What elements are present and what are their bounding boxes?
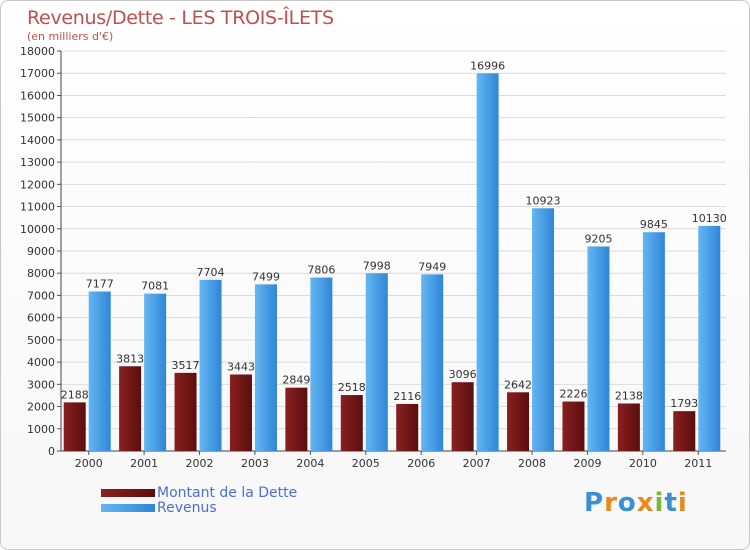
data-label-revenus: 10130 [692,212,727,225]
x-tick-label: 2004 [296,457,324,470]
data-label-dette: 3443 [227,360,255,373]
data-label-dette: 3813 [116,352,144,365]
y-tick-label: 4000 [27,356,55,369]
data-label-dette: 3096 [449,368,477,381]
x-tick-label: 2006 [407,457,435,470]
data-label-dette: 2188 [61,388,89,401]
bar-dette [340,395,363,451]
x-tick-label: 2011 [684,457,712,470]
bar-revenus [199,279,222,451]
bar-dette [229,374,252,451]
bar-revenus [88,291,111,451]
bar-revenus [476,73,499,452]
legend-swatch-revenus [101,503,155,512]
data-label-revenus: 10923 [526,194,561,207]
logo-letter: o [617,488,637,518]
data-label-dette: 2226 [559,388,587,401]
bar-dette [673,411,696,451]
x-tick-label: 2009 [573,457,601,470]
x-tick-label: 2001 [130,457,158,470]
legend-label-revenus: Revenus [157,499,217,516]
legend-item-dette: Montant de la Dette [101,484,298,501]
y-tick-label: 11000 [20,201,55,214]
bar-dette [396,403,419,451]
y-tick-label: 0 [48,445,55,458]
bar-dette [174,372,197,451]
data-label-revenus: 9845 [640,218,668,231]
data-label-dette: 2642 [504,378,532,391]
y-tick-label: 8000 [27,267,55,280]
y-tick-label: 3000 [27,378,55,391]
bar-dette [285,387,308,451]
y-tick-label: 5000 [27,334,55,347]
data-label-dette: 2116 [393,390,421,403]
bar-revenus [365,273,388,451]
data-label-revenus: 7177 [86,278,114,291]
bar-revenus [254,284,277,451]
bar-dette [63,402,86,451]
y-tick-label: 6000 [27,312,55,325]
y-tick-label: 7000 [27,289,55,302]
legend-swatch-dette [101,488,155,497]
proxiti-logo: Proxiti [584,488,688,518]
data-label-dette: 2849 [282,374,310,387]
y-tick-label: 2000 [27,401,55,414]
bar-revenus [587,246,610,451]
data-label-dette: 2138 [615,389,643,402]
legend-item-revenus: Revenus [101,499,297,516]
x-tick-label: 2002 [186,457,214,470]
bar-revenus [144,293,167,451]
y-tick-label: 17000 [20,67,55,80]
logo-letter: P [584,488,605,518]
y-tick-label: 10000 [20,223,55,236]
chart-title: Revenus/Dette - LES TROIS-ÎLETS [27,7,334,29]
y-tick-label: 1000 [27,423,55,436]
data-label-revenus: 7704 [197,266,225,279]
y-tick-label: 12000 [20,178,55,191]
y-tick-label: 13000 [20,156,55,169]
x-tick-label: 2000 [75,457,103,470]
bar-dette [451,382,474,451]
data-label-revenus: 7499 [252,270,280,283]
logo-letter: r [604,488,618,518]
y-tick-label: 14000 [20,134,55,147]
data-label-revenus: 7998 [363,259,391,272]
x-tick-label: 2003 [241,457,269,470]
logo-letter: x [636,488,655,518]
bar-revenus [310,277,333,451]
y-tick-label: 9000 [27,245,55,258]
bar-dette [507,392,530,451]
legend-label-dette: Montant de la Dette [157,484,298,501]
legend: Montant de la Dette Revenus [101,484,298,516]
data-label-dette: 1793 [670,397,698,410]
bar-revenus [532,208,555,451]
y-tick-label: 16000 [20,89,55,102]
data-label-dette: 2518 [338,381,366,394]
y-tick-label: 18000 [20,45,55,58]
data-label-revenus: 7949 [418,260,446,273]
x-tick-label: 2008 [518,457,546,470]
x-tick-label: 2007 [463,457,491,470]
chart-subtitle: (en milliers d'€) [27,30,114,43]
bar-revenus [642,232,665,451]
data-label-revenus: 7806 [307,264,335,277]
x-tick-label: 2010 [629,457,657,470]
bar-dette [562,401,585,451]
logo-letter: i [654,488,665,518]
x-tick-label: 2005 [352,457,380,470]
data-label-dette: 3517 [172,359,200,372]
bar-revenus [698,225,721,451]
bar-revenus [421,274,444,451]
logo-letter: i [677,488,688,518]
data-label-revenus: 16996 [470,59,505,72]
bar-dette [617,403,640,451]
data-label-revenus: 7081 [141,280,169,293]
y-tick-label: 15000 [20,112,55,125]
logo-letter: t [664,488,678,518]
data-label-revenus: 9205 [584,232,612,245]
bar-dette [119,366,142,451]
